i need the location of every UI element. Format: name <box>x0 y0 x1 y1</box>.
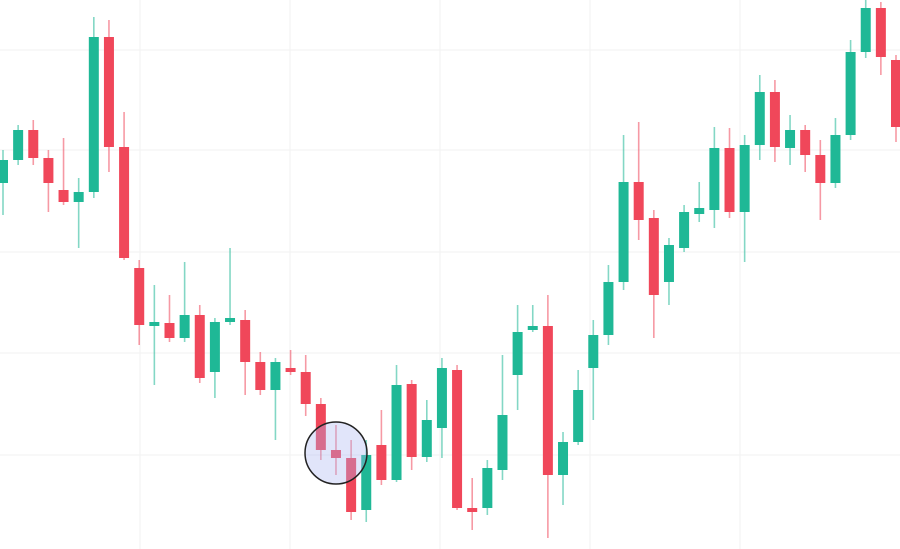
candle-body <box>119 147 130 258</box>
candle-body <box>73 192 84 202</box>
highlight-circle <box>304 421 368 485</box>
candle-body <box>28 130 39 158</box>
candle-body <box>512 332 523 375</box>
candle-body <box>391 385 402 480</box>
candle-body <box>285 368 296 372</box>
candle-body <box>694 208 705 214</box>
candle-body <box>330 450 341 458</box>
candle-body <box>542 326 553 475</box>
candle-body <box>270 362 281 390</box>
candle-body <box>406 384 417 457</box>
candle-body <box>815 155 826 183</box>
candle-body <box>709 148 720 210</box>
candle-body <box>891 60 900 127</box>
candle-body <box>209 322 220 372</box>
candle-body <box>134 268 145 325</box>
candle-body <box>830 135 841 183</box>
candle-body <box>149 322 160 326</box>
candle-body <box>663 245 674 282</box>
candle-body <box>558 442 569 475</box>
candle-body <box>875 8 886 57</box>
candle-body <box>88 37 99 192</box>
candle-body <box>43 158 54 183</box>
candle-body <box>800 130 811 155</box>
candle-body <box>769 92 780 147</box>
candle-body <box>860 8 871 52</box>
candle-body <box>648 218 659 295</box>
candle-body <box>225 318 236 322</box>
candle-body <box>421 420 432 457</box>
candle-body <box>467 508 478 512</box>
candle-body <box>573 390 584 442</box>
candle-body <box>194 315 205 378</box>
candle-body <box>754 92 765 145</box>
candle-body <box>618 182 629 282</box>
candle-body <box>179 315 190 338</box>
candle-body <box>361 455 372 510</box>
candle-body <box>785 130 796 148</box>
candle-body <box>603 282 614 335</box>
candle-body <box>376 445 387 480</box>
candle-body <box>255 362 266 390</box>
candle-body <box>315 404 326 450</box>
candle-body <box>452 370 463 508</box>
candle-body <box>346 458 357 512</box>
candle-body <box>164 323 175 338</box>
candle-body <box>240 320 251 362</box>
candle-body <box>633 182 644 220</box>
candle-body <box>724 148 735 212</box>
candle-body <box>482 468 493 508</box>
candle-body <box>436 368 447 428</box>
candle-body <box>103 37 114 147</box>
candle-body <box>0 160 8 183</box>
candle-body <box>58 190 69 202</box>
candle-body <box>679 212 690 248</box>
candle-body <box>845 52 856 135</box>
candle-body <box>588 335 599 368</box>
candle-body <box>300 372 311 404</box>
candle-body <box>497 415 508 470</box>
candle-body <box>527 326 538 330</box>
candle-body <box>739 145 750 212</box>
candle-body <box>13 130 24 160</box>
